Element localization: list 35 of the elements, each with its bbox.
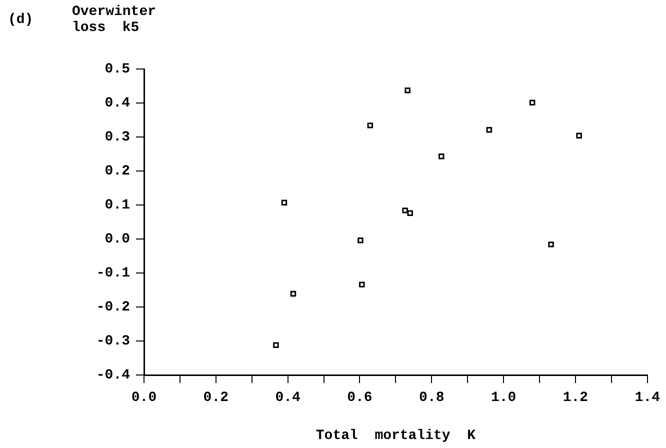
x-tick-label: 0.4 — [275, 390, 300, 406]
y-tick-label: 0.0 — [104, 232, 130, 248]
x-tick-label: 1.0 — [490, 390, 516, 406]
x-axis-title: Total mortality K — [316, 428, 476, 444]
x-tick-label: 1.4 — [634, 390, 660, 406]
y-tick-label: -0.4 — [96, 368, 130, 384]
point — [367, 122, 374, 128]
y-tick-label: -0.1 — [96, 266, 130, 282]
point — [290, 290, 296, 297]
point — [529, 100, 536, 106]
text: (d) — [8, 12, 34, 28]
point — [358, 237, 364, 244]
y-tick-label: -0.3 — [96, 334, 130, 350]
point — [404, 88, 410, 94]
y-tick-label: 0.4 — [104, 96, 130, 112]
point — [548, 242, 554, 248]
y-axis-title: Overwinter loss k5 — [72, 4, 158, 36]
y-tick-label: 0.3 — [104, 130, 130, 146]
point — [438, 154, 444, 160]
point — [273, 342, 279, 348]
y-tick-label: 0.5 — [104, 62, 130, 78]
y-tick-label: 0.2 — [104, 164, 130, 180]
y-tick-label: 0.1 — [104, 198, 130, 214]
point — [576, 132, 582, 139]
x-tick-label: 0.2 — [203, 390, 229, 406]
x-tick-label: 0.6 — [347, 390, 372, 406]
point — [359, 282, 365, 288]
point — [407, 210, 413, 216]
x-tick-label: 0.0 — [131, 390, 157, 406]
x-tick-label: 1.2 — [562, 390, 588, 406]
x-tick-label: 0.8 — [419, 390, 444, 406]
y-tick-label: -0.2 — [96, 300, 130, 316]
point — [402, 208, 408, 214]
point — [486, 126, 492, 133]
point — [281, 200, 288, 206]
